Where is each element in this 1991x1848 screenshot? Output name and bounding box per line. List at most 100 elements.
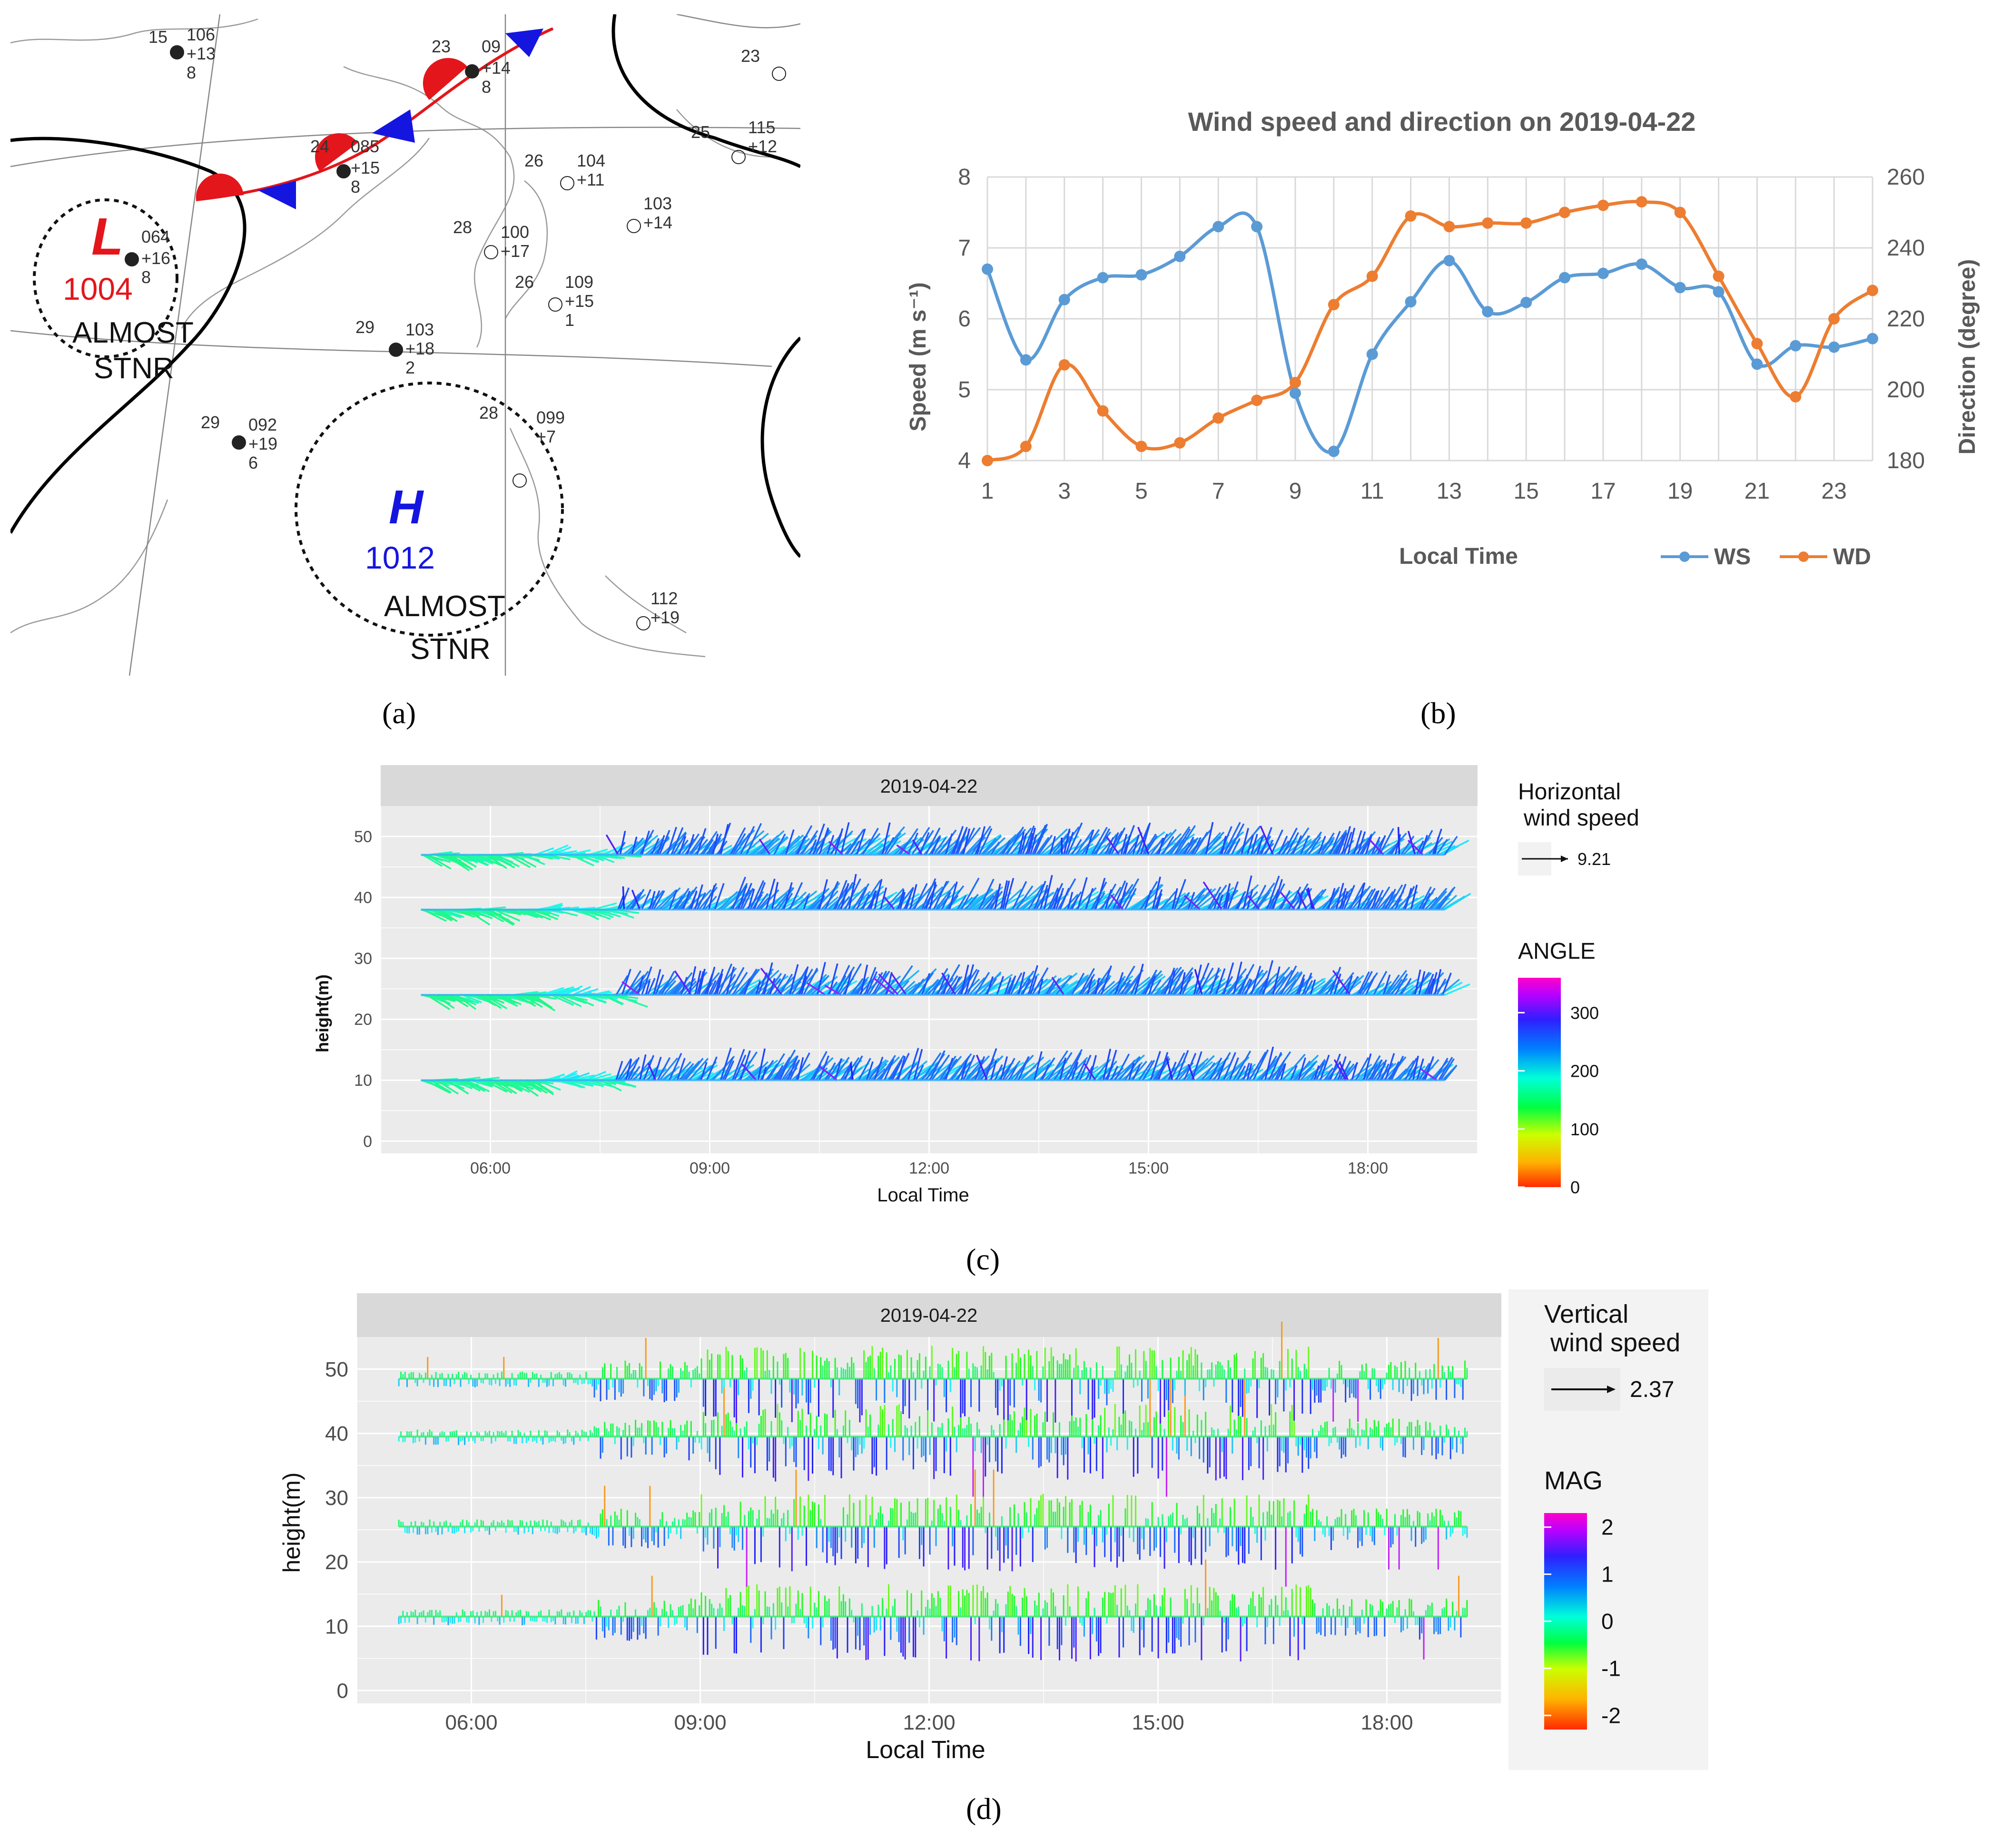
wind-vector: [1205, 822, 1214, 855]
data-point-ws: [1366, 348, 1378, 360]
data-point-wd: [1366, 270, 1378, 282]
wind-vector: [1165, 1058, 1173, 1081]
wind-vector: [663, 892, 687, 911]
wind-vector: [422, 854, 443, 867]
wind-vector: [1434, 836, 1439, 855]
wind-vector: [1142, 969, 1158, 995]
data-point-wd: [982, 455, 993, 466]
wind-vector: [720, 1047, 732, 1081]
wind-vector: [779, 973, 793, 995]
wind-vector: [1329, 966, 1341, 995]
x-tick-label: 18:00: [1360, 1711, 1413, 1734]
wind-vector: [1150, 1051, 1161, 1081]
wind-vector: [990, 841, 1000, 855]
wind-vector: [1167, 970, 1176, 995]
wind-vector: [812, 823, 825, 855]
wind-vector: [1296, 974, 1305, 995]
wind-vector: [1067, 1052, 1082, 1081]
x-tick-label: 3: [1058, 479, 1071, 504]
svg-text:+14: +14: [482, 58, 511, 78]
wind-vector: [1134, 963, 1144, 995]
low-pressure-letter: L: [91, 207, 123, 266]
wind-vector: [1219, 826, 1232, 855]
wind-vector: [941, 839, 958, 855]
wind-vector: [614, 994, 648, 1008]
data-point-ws: [1751, 358, 1763, 370]
wind-vector: [1347, 827, 1356, 855]
wind-vector: [844, 971, 853, 995]
wind-vector: [669, 889, 678, 910]
wind-vector: [452, 909, 475, 918]
wind-vector: [1120, 979, 1131, 995]
wind-vector: [1112, 880, 1126, 910]
wind-vector: [1137, 826, 1150, 855]
wind-vector: [1084, 1066, 1094, 1081]
wind-vector: [1033, 1051, 1043, 1081]
wind-vector: [1444, 1065, 1457, 1081]
wind-vector: [761, 1066, 767, 1081]
wind-vector: [976, 1054, 988, 1081]
wind-vector: [807, 982, 826, 996]
wind-vector: [933, 881, 948, 910]
wind-vector: [1308, 836, 1321, 855]
wind-vector: [1434, 969, 1442, 995]
data-point-wd: [1251, 394, 1263, 406]
wind-vector: [564, 985, 583, 996]
wind-vector: [1177, 842, 1190, 855]
wind-vector: [1363, 1053, 1372, 1081]
wind-vector: [1079, 1054, 1092, 1081]
wind-vector: [1270, 829, 1283, 855]
wind-vector: [631, 836, 638, 855]
wind-vector: [1071, 1062, 1079, 1081]
wind-vector: [931, 1054, 950, 1081]
map-coastlines: [10, 18, 772, 658]
wind-vector: [1414, 969, 1421, 995]
wind-vector: [669, 980, 682, 996]
wind-vector: [712, 1055, 735, 1081]
svg-text:104: 104: [577, 151, 605, 170]
svg-text:+13: +13: [187, 44, 216, 63]
wind-vector: [552, 988, 576, 996]
wind-vector: [452, 1079, 473, 1090]
wind-vector: [558, 1070, 578, 1081]
wind-vector: [660, 971, 675, 995]
wind-vector: [1266, 875, 1280, 910]
wind-vector: [1231, 838, 1241, 855]
wind-vector: [1144, 977, 1154, 995]
wind-vector: [935, 883, 956, 910]
data-point-ws: [1597, 267, 1609, 279]
wind-vector: [726, 966, 735, 995]
wind-vector: [551, 994, 574, 1006]
wind-vector: [1329, 831, 1341, 855]
y2-tick-label: 260: [1887, 165, 1925, 190]
wind-vector: [834, 965, 850, 995]
wind-vector: [1332, 970, 1351, 996]
wind-vector: [523, 854, 545, 865]
wind-vector: [505, 1079, 530, 1093]
wind-vector: [604, 844, 624, 856]
data-point-ws: [1135, 269, 1147, 281]
wind-vector: [1201, 1062, 1216, 1081]
wind-vector: [1100, 965, 1112, 995]
wind-vector: [1089, 1055, 1097, 1081]
wind-vector: [456, 854, 477, 868]
wind-vector: [1339, 1062, 1349, 1081]
wind-vector: [724, 1060, 735, 1081]
wind-vector: [672, 832, 687, 855]
wind-vector: [1359, 833, 1373, 855]
x-tick-label: 9: [1289, 479, 1302, 504]
wind-vector: [731, 833, 746, 855]
wind-vector: [1260, 979, 1272, 995]
data-point-wd: [1482, 217, 1494, 229]
panel-label-b: (b): [1420, 696, 1456, 730]
data-point-wd: [1867, 285, 1878, 296]
y-tick-label: 5: [958, 377, 971, 403]
data-point-wd: [1751, 338, 1763, 350]
wind-vector: [1359, 971, 1373, 995]
wind-vector: [890, 973, 907, 996]
wind-vector: [1043, 875, 1053, 910]
wind-vector: [1444, 983, 1470, 996]
wind-vector: [826, 835, 835, 855]
svg-text:+17: +17: [501, 241, 530, 261]
wind-vector: [834, 828, 844, 855]
